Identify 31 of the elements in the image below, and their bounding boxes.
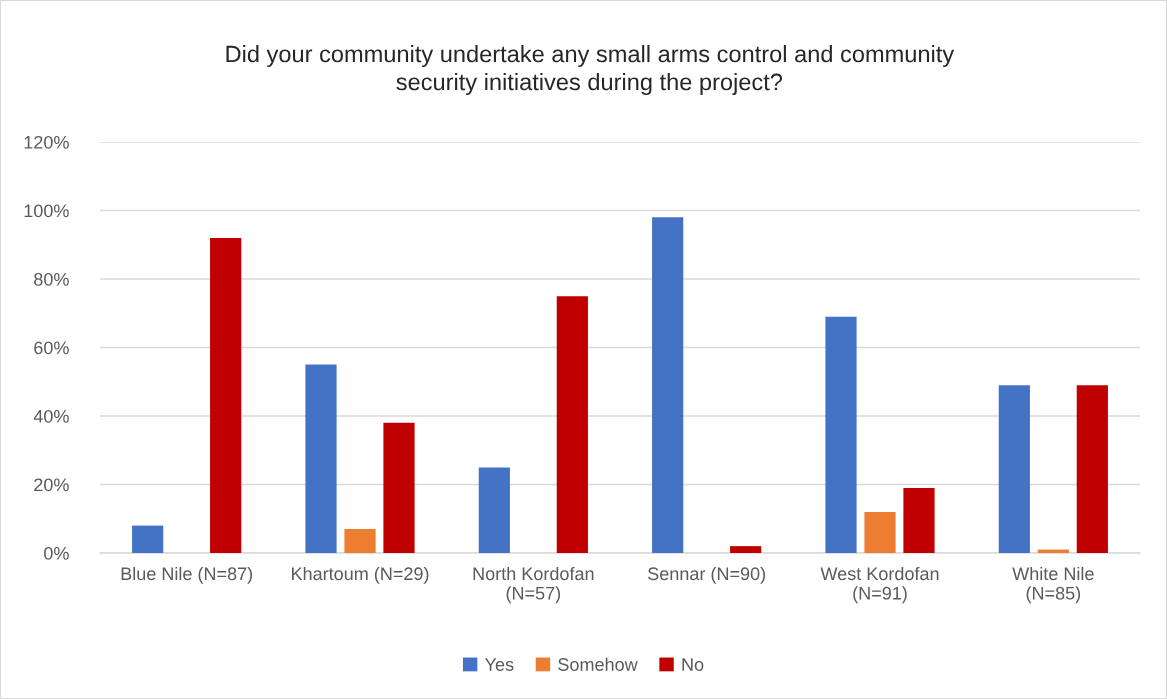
bar xyxy=(478,467,510,553)
x-tick-label: North Kordofan (N=57) xyxy=(473,566,594,604)
bar xyxy=(998,385,1030,553)
bar xyxy=(132,525,164,553)
y-tick-label: 0% xyxy=(44,546,69,560)
legend-label: Somehow xyxy=(558,657,638,671)
bar xyxy=(903,487,935,553)
legend-label: Yes xyxy=(484,658,514,671)
x-tick-label: Sennar (N=90) xyxy=(648,566,766,584)
bar xyxy=(383,422,415,553)
bar xyxy=(825,316,857,553)
x-tick-label: Khartoum (N=29) xyxy=(291,566,429,584)
bar xyxy=(652,217,684,553)
y-tick-label: 40% xyxy=(33,409,69,423)
x-tick-label: West Kordofan (N=91) xyxy=(820,566,939,604)
y-tick-label: 80% xyxy=(34,272,69,286)
bar xyxy=(305,364,337,553)
bar xyxy=(730,546,762,553)
x-tick-label: White Nile (N=85) xyxy=(1012,566,1094,604)
bar xyxy=(1076,385,1108,553)
x-tick-label: Blue Nile (N=87) xyxy=(121,566,253,584)
bar xyxy=(210,237,242,553)
bar xyxy=(864,511,896,553)
bar xyxy=(556,296,588,553)
y-tick-label: 100% xyxy=(24,204,69,218)
y-tick-label: 20% xyxy=(34,478,69,492)
y-tick-label: 120% xyxy=(24,135,69,149)
bar xyxy=(344,529,376,553)
chart-title: Did your community undertake any small arms control and community security initiatives during the project? xyxy=(226,45,955,95)
legend-label: No xyxy=(682,658,704,671)
y-tick-label: 60% xyxy=(34,341,69,355)
